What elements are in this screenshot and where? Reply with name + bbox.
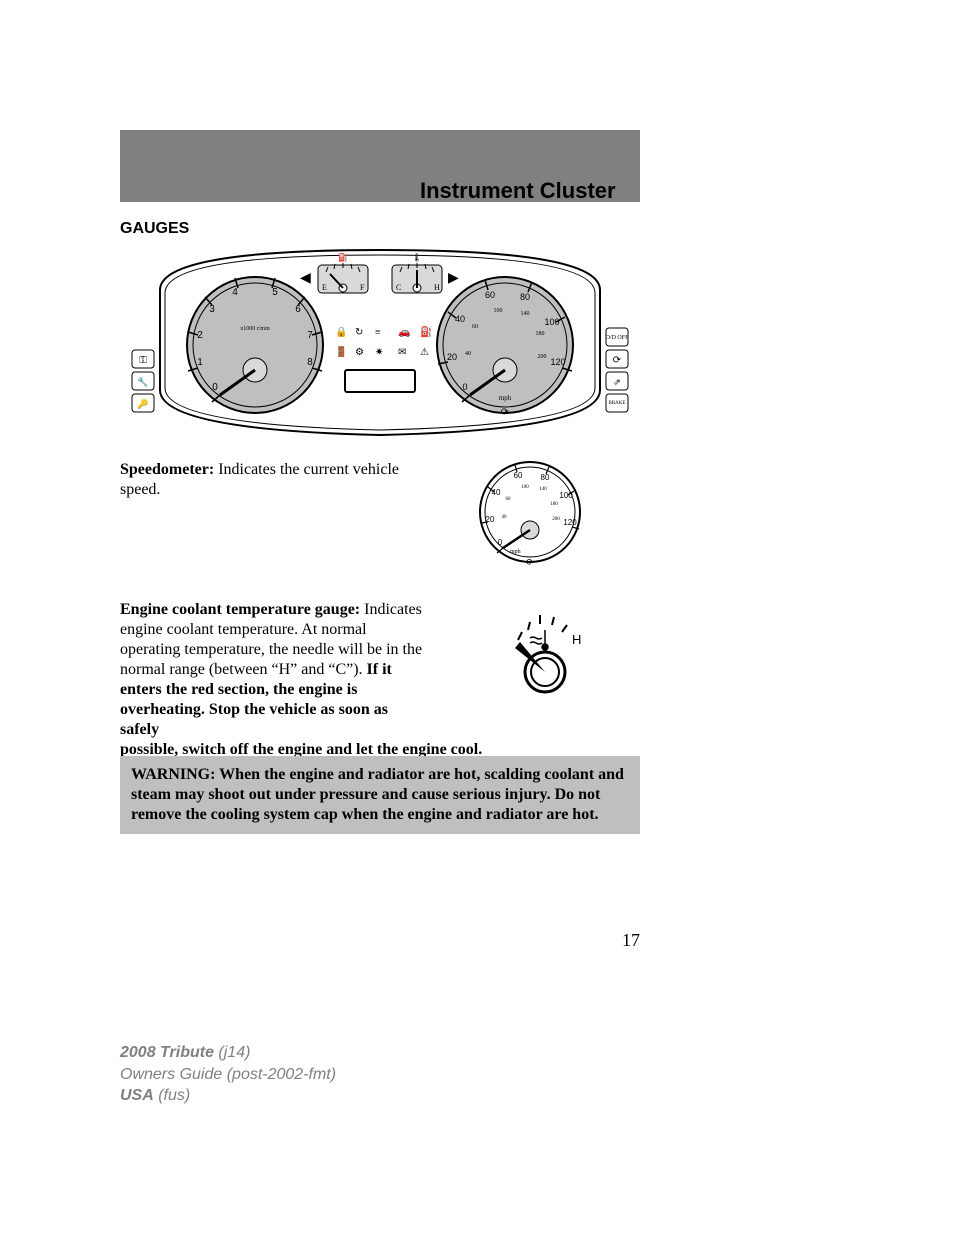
center-panel: ◀ ▶ E F ⛽ [300, 252, 459, 392]
svg-text:60: 60 [485, 290, 495, 300]
speedometer-gauge: 0 20 40 60 80 100 120 mph 40 60 100 140 … [437, 277, 573, 418]
footer-model: 2008 Tribute [120, 1044, 214, 1061]
svg-text:H: H [572, 632, 581, 647]
svg-text:BRAKE: BRAKE [609, 401, 626, 406]
svg-text:↻: ↻ [355, 327, 363, 338]
svg-text:80: 80 [541, 473, 550, 482]
warning-box: WARNING: When the engine and radiator ar… [120, 756, 640, 834]
warning-icons-row-2: 🚪 ⚙ ✷ ✉ ⚠ [335, 345, 429, 358]
svg-text:🔧: 🔧 [137, 376, 148, 387]
svg-text:5: 5 [272, 287, 278, 298]
svg-text:6: 6 [295, 304, 301, 315]
svg-text:✉: ✉ [398, 347, 406, 358]
left-side-indicators: ⚿ 🔧 🔑 [132, 350, 154, 412]
svg-text:mph: mph [499, 394, 512, 402]
svg-text:40: 40 [455, 314, 465, 324]
svg-text:🚗: 🚗 [398, 327, 410, 338]
svg-text:⟳: ⟳ [526, 557, 534, 567]
speedometer-label: Speedometer: [120, 461, 214, 478]
svg-text:1: 1 [197, 357, 203, 368]
svg-text:200: 200 [538, 354, 547, 360]
svg-text:mph: mph [510, 549, 521, 555]
speedometer-figure: 0 20 40 60 80 100 120 40 60 100 140 180 … [470, 460, 590, 570]
svg-text:60: 60 [472, 324, 478, 330]
coolant-section: Engine coolant temperature gauge: Indica… [120, 600, 640, 760]
svg-text:E: E [322, 283, 327, 292]
speedometer-paragraph: Speedometer: Indicates the current vehic… [120, 460, 410, 500]
svg-text:60: 60 [514, 471, 523, 480]
svg-text:3: 3 [209, 304, 215, 315]
document-footer: 2008 Tribute (j14) Owners Guide (post-20… [120, 1042, 336, 1107]
svg-text:100: 100 [521, 485, 529, 490]
coolant-label: Engine coolant temperature gauge: [120, 601, 360, 618]
svg-text:🔑: 🔑 [137, 398, 148, 410]
svg-text:120: 120 [550, 357, 565, 367]
svg-text:🌡: 🌡 [412, 253, 422, 262]
svg-text:20: 20 [447, 352, 457, 362]
svg-text:≡: ≡ [375, 327, 381, 338]
footer-region-code: (fus) [154, 1087, 190, 1104]
svg-text:60: 60 [506, 497, 512, 502]
coolant-temp-figure: H [500, 610, 590, 700]
svg-text:⇗: ⇗ [613, 377, 621, 387]
instrument-cluster-figure: ⚿ 🔧 🔑 O/D OFF ⟳ ⇗ BRAKE [120, 240, 640, 440]
chapter-title: Instrument Cluster [420, 178, 616, 204]
footer-line-3: USA (fus) [120, 1085, 336, 1107]
svg-text:120: 120 [563, 518, 577, 527]
svg-text:🔒: 🔒 [335, 326, 347, 338]
svg-text:8: 8 [307, 357, 313, 368]
svg-text:180: 180 [550, 502, 558, 507]
svg-text:✷: ✷ [375, 347, 383, 358]
svg-text:140: 140 [539, 487, 547, 492]
svg-text:0: 0 [212, 382, 218, 393]
svg-text:F: F [360, 283, 365, 292]
svg-text:⚿: ⚿ [139, 355, 147, 366]
coolant-paragraph-narrow: Engine coolant temperature gauge: Indica… [120, 600, 430, 740]
warning-icons-row-1: 🔒 ↻ ≡ 🚗 ⛽ [335, 325, 432, 338]
page-number: 17 [622, 930, 640, 951]
temp-gauge-small: C H 🌡 [392, 253, 442, 293]
footer-line-1: 2008 Tribute (j14) [120, 1042, 336, 1064]
tachometer-gauge: 0 1 2 3 4 5 6 7 8 x1000 r/min [187, 277, 323, 413]
speedometer-section: Speedometer: Indicates the current vehic… [120, 460, 640, 500]
svg-text:x1000 r/min: x1000 r/min [240, 326, 270, 332]
svg-text:⟳: ⟳ [613, 355, 622, 366]
footer-region: USA [120, 1087, 154, 1104]
svg-text:40: 40 [492, 488, 501, 497]
svg-text:4: 4 [232, 287, 238, 298]
svg-text:⚠: ⚠ [420, 347, 429, 358]
section-heading-gauges: GAUGES [120, 220, 189, 238]
svg-text:0: 0 [498, 538, 503, 547]
svg-text:2: 2 [197, 330, 203, 341]
footer-line-2: Owners Guide (post-2002-fmt) [120, 1064, 336, 1086]
svg-text:⛽: ⛽ [338, 252, 348, 262]
footer-model-code: (j14) [214, 1044, 250, 1061]
svg-text:200: 200 [552, 517, 560, 522]
svg-text:🚪: 🚪 [335, 345, 347, 358]
svg-text:0: 0 [462, 382, 467, 392]
svg-text:O/D OFF: O/D OFF [606, 335, 630, 341]
fuel-gauge: E F ⛽ [318, 252, 368, 293]
svg-text:80: 80 [520, 292, 530, 302]
svg-text:H: H [434, 283, 440, 292]
svg-text:⟳: ⟳ [501, 407, 510, 418]
svg-text:180: 180 [536, 331, 545, 337]
svg-text:140: 140 [521, 311, 530, 317]
svg-text:⚙: ⚙ [355, 347, 364, 358]
svg-text:C: C [396, 283, 401, 292]
svg-text:40: 40 [465, 351, 471, 357]
warning-prefix: WARNING: [131, 766, 215, 783]
turn-left-arrow-icon: ◀ [300, 271, 311, 286]
svg-text:40: 40 [502, 515, 508, 520]
manual-page: Instrument Cluster GAUGES ⚿ 🔧 🔑 O/D OFF … [0, 0, 954, 1235]
svg-text:⛽: ⛽ [420, 325, 432, 338]
odometer-window [345, 370, 415, 392]
turn-right-arrow-icon: ▶ [448, 271, 459, 286]
right-side-indicators: O/D OFF ⟳ ⇗ BRAKE [606, 328, 630, 412]
svg-text:100: 100 [494, 308, 503, 314]
